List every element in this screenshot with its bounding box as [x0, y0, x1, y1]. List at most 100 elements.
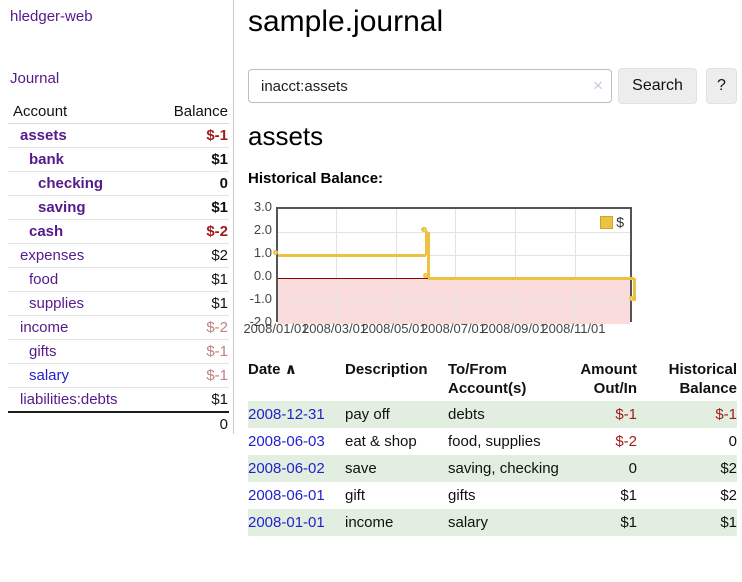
y-axis-tick-label: 2.0 [253, 222, 272, 237]
transaction-date-link[interactable]: 2008-01-01 [248, 514, 325, 531]
main-content: sample.journal × Search ? assets Histori… [243, 0, 742, 582]
transaction-description: eat & shop [345, 433, 417, 450]
account-row: salary $-1 [8, 363, 229, 388]
transaction-date-link[interactable]: 2008-06-01 [248, 487, 325, 504]
transaction-amount: 0 [560, 455, 637, 482]
account-balance: $1 [150, 147, 229, 172]
gridline-x [336, 209, 338, 320]
transaction-balance: $2 [720, 487, 737, 504]
accounts-col-balance: Balance [150, 100, 229, 124]
account-row: income $-2 [8, 315, 229, 340]
account-link-bank[interactable]: bank [29, 151, 65, 168]
transaction-description: gift [345, 487, 366, 504]
account-balance: $-2 [150, 315, 229, 340]
x-axis-tick-label: 2008/01/01 [243, 321, 309, 336]
account-heading: assets [248, 121, 324, 151]
account-link-checking[interactable]: checking [38, 175, 104, 192]
accounts-total-spacer [8, 411, 151, 436]
transaction-date-link[interactable]: 2008-06-03 [248, 433, 325, 450]
search-row: × Search ? [248, 68, 742, 104]
data-point-marker [422, 227, 428, 232]
account-link-liabilities:debts[interactable]: liabilities:debts [20, 391, 118, 408]
y-axis-tick-label: 1.0 [253, 245, 272, 260]
account-row: liabilities:debts $1 [8, 387, 229, 413]
series-segment [632, 278, 636, 301]
chart-plot-area: $ [273, 207, 636, 324]
legend-label: $ [616, 214, 624, 230]
transaction-description: save [345, 455, 448, 482]
transaction-balance: $-1 [637, 401, 737, 428]
account-link-gifts[interactable]: gifts [29, 343, 57, 360]
transaction-amount: $1 [620, 487, 637, 504]
chart-legend: $ [598, 213, 626, 231]
chart-title: Historical Balance: [248, 170, 384, 187]
register-col-amount: Amount Out/In [580, 361, 637, 397]
accounts-total-value: 0 [150, 411, 229, 436]
transaction-row: 2008-12-31 pay off debts $-1 $-1 [248, 401, 737, 428]
account-row: cash $-2 [8, 219, 229, 244]
sidebar-divider [233, 0, 234, 434]
gridline-y [278, 231, 630, 233]
transaction-date: 2008-01-01 [248, 509, 345, 536]
x-axis-tick-label: 2008/03/01 [301, 321, 368, 336]
sidebar-item-journal[interactable]: Journal [10, 70, 60, 87]
transaction-date-link[interactable]: 2008-12-31 [248, 406, 325, 423]
sidebar: hledger-web Journal Account Balance asse… [0, 0, 233, 582]
account-link-saving[interactable]: saving [38, 199, 86, 216]
transaction-amount: $-2 [615, 433, 637, 450]
account-row: assets $-1 [8, 123, 229, 148]
transaction-balance: $2 [637, 455, 737, 482]
transaction-amount: $-1 [560, 401, 637, 428]
search-box: × [248, 69, 612, 103]
series-segment [428, 276, 634, 280]
data-point-marker [629, 296, 634, 301]
account-link-assets[interactable]: assets [20, 127, 67, 144]
transaction-accounts: gifts [448, 487, 476, 504]
y-axis-tick-label: 3.0 [253, 199, 272, 214]
app-brand-link[interactable]: hledger-web [10, 8, 93, 25]
account-balance: $1 [150, 291, 229, 316]
account-link-supplies[interactable]: supplies [29, 295, 85, 312]
account-balance: $-1 [150, 123, 229, 148]
register-col-balance: Historical Balance [668, 361, 737, 397]
gridline-x [574, 209, 576, 320]
register-table: Date ∧ Description To/From Account(s) Am… [248, 358, 737, 536]
gridline-y [278, 300, 630, 302]
account-link-cash[interactable]: cash [29, 223, 64, 240]
register-col-date[interactable]: Date ∧ [248, 361, 297, 378]
accounts-col-account: Account [8, 100, 151, 124]
gridline-x [515, 209, 517, 320]
account-balance: $2 [150, 243, 229, 268]
account-row: gifts $-1 [8, 339, 229, 364]
transaction-date-link[interactable]: 2008-06-02 [248, 460, 325, 477]
transaction-accounts: food, supplies [448, 433, 541, 450]
register-col-tofrom: To/From Account(s) [448, 361, 527, 397]
account-balance: $-1 [150, 339, 229, 364]
x-axis-tick-label: 2008/07/01 [420, 321, 487, 336]
transaction-accounts: salary [448, 509, 560, 536]
help-button[interactable]: ? [706, 68, 737, 104]
account-link-food[interactable]: food [29, 271, 59, 288]
historical-balance-chart: $ 3.0 2.0 1.0 0.0 -1.0 -2.0 2008/01/01 2008/03/… [243, 199, 742, 345]
register-col-description: Description [345, 361, 428, 378]
legend-swatch-icon [600, 215, 614, 229]
accounts-table: Account Balance assets $-1 bank $1 checking 0… [8, 100, 229, 436]
transaction-row: 2008-06-02 save saving, checking 0 $2 [248, 455, 737, 482]
account-link-salary[interactable]: salary [29, 367, 70, 384]
transaction-accounts: saving, checking [448, 455, 560, 482]
sort-ascending-icon: ∧ [284, 361, 297, 378]
account-row: food $1 [8, 267, 229, 292]
transaction-row: 2008-06-03 eat & shop food, supplies $-2 0 [248, 428, 737, 455]
account-row: expenses $2 [8, 243, 229, 268]
data-point-marker [273, 250, 278, 255]
clear-search-icon[interactable]: × [593, 76, 603, 95]
series-segment [278, 253, 427, 257]
transaction-date: 2008-06-02 [248, 455, 345, 482]
account-balance: $-2 [150, 219, 229, 244]
transaction-balance: 0 [728, 433, 737, 450]
gridline-x [395, 209, 397, 320]
search-input[interactable] [248, 69, 612, 103]
account-link-income[interactable]: income [20, 319, 69, 336]
search-button[interactable]: Search [618, 68, 697, 104]
account-link-expenses[interactable]: expenses [20, 247, 85, 264]
